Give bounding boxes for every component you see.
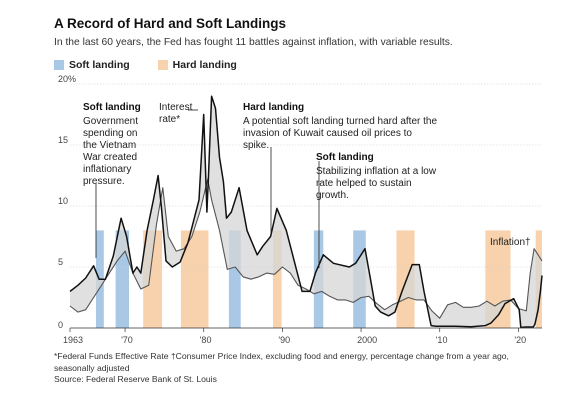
annotation-line: spending on [83,128,138,139]
x-tick-label: 1963 [63,335,83,345]
annotation-line: Interest [159,102,193,113]
x-tick-label: 2000 [357,335,377,345]
legend-label-soft: Soft landing [69,59,130,71]
gap-fill [70,96,542,328]
annotation-line: Government [83,116,138,127]
chart-title: A Record of Hard and Soft Landings [54,16,287,31]
hard-landing-band [180,230,209,328]
annotation-line: A potential soft landing turned hard aft… [243,116,437,127]
hard-landing-band [272,230,282,328]
legend-item-hard: Hard landing [157,59,237,71]
annotation-line: rate helped to sustain [316,178,412,189]
chart-subtitle: In the last 60 years, the Fed has fought… [54,37,453,48]
annotation-line: inflationary [83,164,131,175]
x-tick-label: '20 [514,335,526,345]
annotation-head: Soft landing [83,102,141,113]
x-tick-label: '90 [278,335,290,345]
y-tick-label: 10 [58,196,68,206]
legend-label-hard: Hard landing [172,59,237,71]
annotation-line: Stabilizing inflation at a low [316,166,437,177]
series-lines [69,95,543,329]
legend: Soft landing Hard landing [54,59,265,71]
annotation-kuwait: Hard landing A potential soft landing tu… [243,102,437,233]
annotation-inflation: Inflation† [490,237,531,248]
annotation-line: growth. [316,190,349,201]
y-tick-label: 20% [58,74,76,84]
soft-landing-band [228,230,241,328]
annotation-vietnam: Soft landing Government spending on the … [83,102,141,258]
gap-area [70,96,542,328]
hard-landing-swatch [157,60,168,70]
inflation-series-label: Inflation† [490,237,531,248]
hard-landing-band [396,230,415,328]
legend-item-soft: Soft landing [54,59,130,71]
source-note: Source: Federal Reserve Bank of St. Loui… [54,374,217,384]
footnote: *Federal Funds Effective Rate †Consumer … [54,351,509,373]
annotation-head: Hard landing [243,102,304,113]
soft-landing-swatch [54,60,64,70]
inflation-line [69,178,543,319]
x-tick-label: '80 [200,335,212,345]
y-tick-label: 0 [58,320,63,330]
annotation-line: pressure. [83,176,125,187]
footnotes: *Federal Funds Effective Rate †Consumer … [54,351,534,386]
annotation-line: the Vietnam [83,140,136,151]
annotation-interest-rate: Interest rate* [159,102,198,125]
annotation-head: Soft landing [316,152,374,163]
interest-rate-line [69,95,543,329]
x-tick-label: '10 [436,335,448,345]
annotation-line: rate* [159,114,180,125]
x-tick-label: '70 [121,335,133,345]
y-tick-label: 15 [58,135,68,145]
axes: 0 5 10 15 20% 1963 '70 '80 '90 2000 '10 '20 [58,74,542,345]
annotation-line: spike. [243,140,269,151]
annotation-line: invasion of Kuwait caused oil prices to [243,128,412,139]
annotation-stabilizing: Soft landing Stabilizing inflation at a … [316,152,437,268]
y-tick-label: 5 [58,257,63,267]
annotation-line: War created [83,152,137,163]
gridlines [70,83,542,268]
